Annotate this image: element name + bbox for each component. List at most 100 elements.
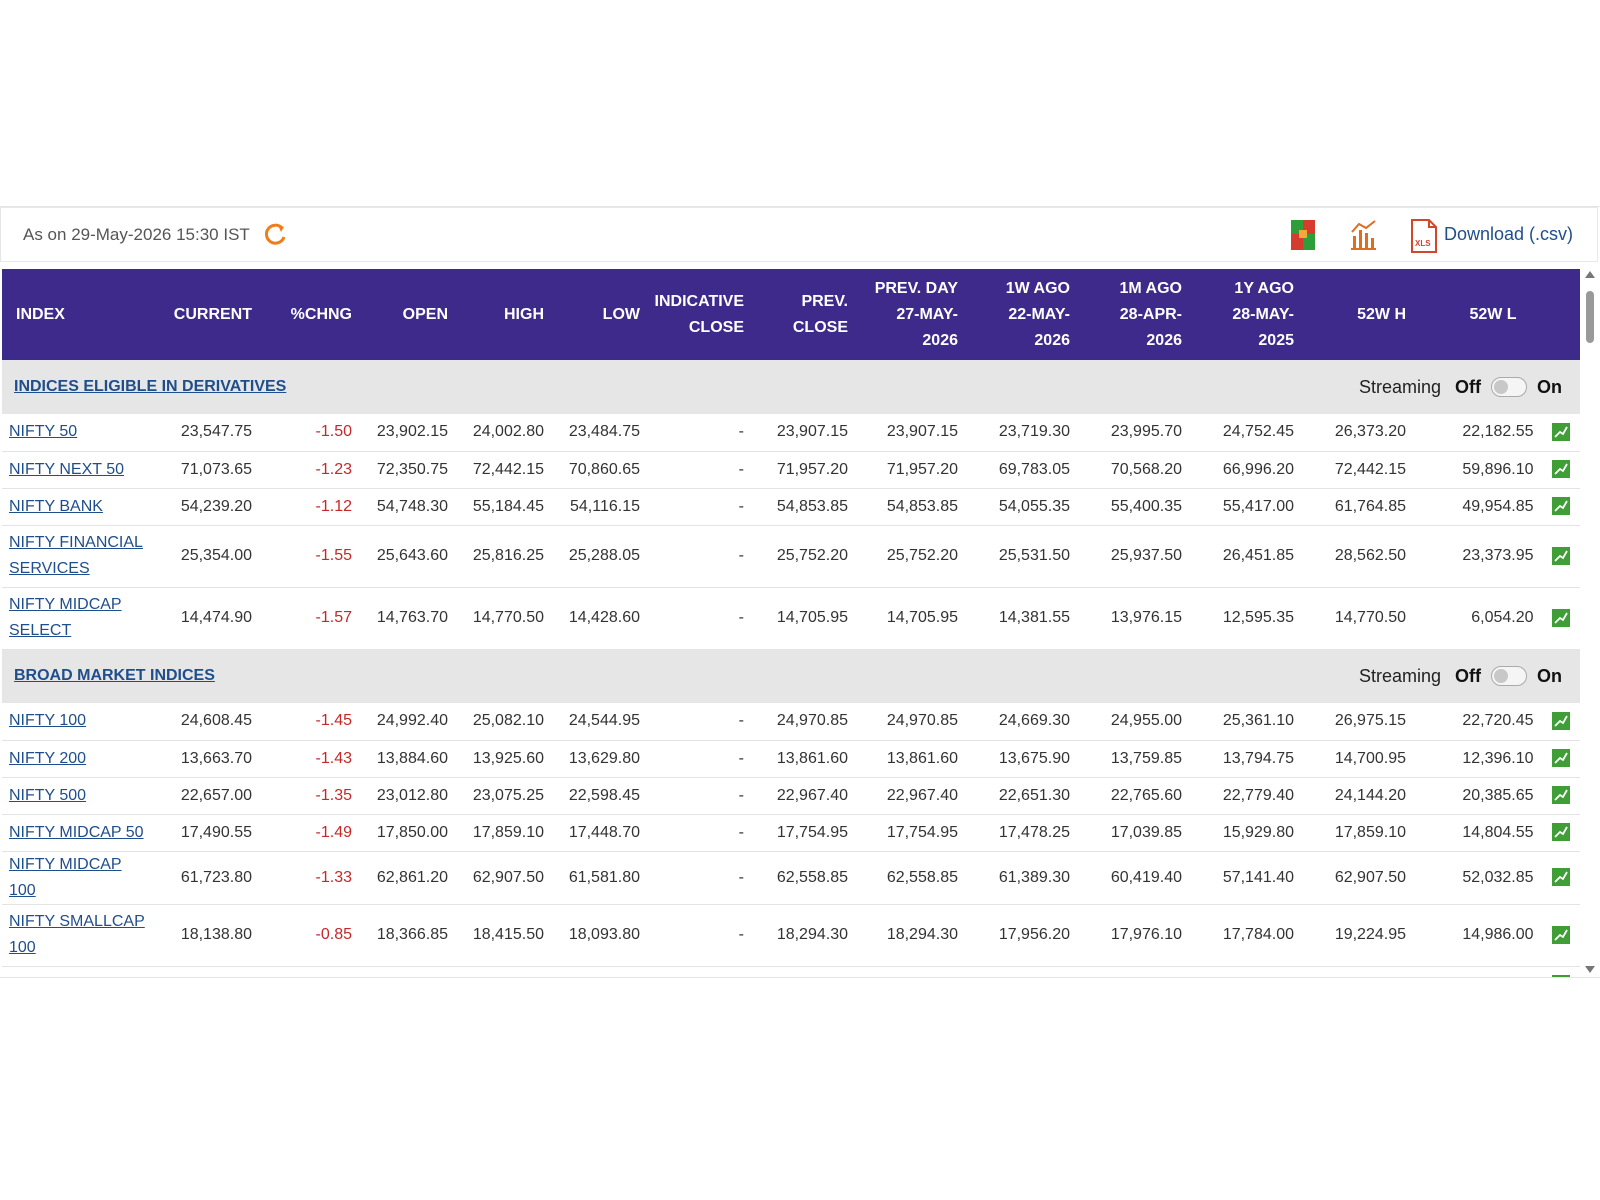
cell-value: 22,182.55 — [1462, 423, 1534, 441]
column-header-prev-day[interactable]: PREV. DAY 27-MAY- 2026 — [858, 269, 968, 360]
column-header-high[interactable]: HIGH — [458, 269, 554, 360]
mini-chart-icon[interactable] — [1552, 925, 1570, 944]
column-header-indicative[interactable]: INDICATIVE CLOSE — [650, 269, 754, 360]
mini-chart-icon[interactable] — [1552, 546, 1570, 565]
cell-w1: 17,478.25 — [968, 814, 1080, 852]
column-header-index[interactable]: INDEX — [2, 269, 162, 360]
cell-m1: 24,955.00 — [1080, 703, 1192, 741]
market-panel: As on 29-May-2026 15:30 IST XLS Download… — [0, 206, 1600, 978]
table-row[interactable]: INDIA VIX16.359.1414.9816.5514.59-14.981… — [2, 966, 1580, 977]
mini-chart-icon[interactable] — [1552, 868, 1570, 887]
download-csv-link[interactable]: Download (.csv) — [1444, 224, 1574, 244]
index-link[interactable]: NIFTY MIDCAP 50 — [9, 823, 144, 841]
toggle-knob — [1494, 380, 1508, 394]
mini-chart-icon[interactable] — [1552, 608, 1570, 627]
index-link[interactable]: NIFTY 200 — [9, 749, 87, 767]
streaming-on-label: On — [1537, 665, 1562, 686]
cell-open: 62,861.20 — [362, 851, 458, 905]
table-row[interactable]: NIFTY 100 24,608.45 -1.45 24,992.40 25,082.1… — [2, 703, 1580, 741]
scrollbar-thumb[interactable] — [1586, 291, 1594, 343]
cell-l52: 23,373.95 — [1416, 525, 1580, 588]
table-row[interactable]: NIFTY SMALLCAP 100 18,138.80 -0.85 18,366.8… — [2, 904, 1580, 967]
cell-prev-day: 14,705.95 — [858, 587, 968, 650]
cell-current: 16.35 — [162, 966, 262, 977]
table-row[interactable]: NIFTY BANK 54,239.20 -1.12 54,748.30 55,184.… — [2, 488, 1580, 526]
index-link[interactable]: NIFTY SMALLCAP 100 — [9, 913, 145, 956]
column-header-prev-close[interactable]: PREV. CLOSE — [754, 269, 858, 360]
column-header-w1[interactable]: 1W AGO 22-MAY- 2026 — [968, 269, 1080, 360]
vertical-scrollbar[interactable] — [1582, 269, 1598, 977]
table-row[interactable]: NIFTY 50 23,547.75 -1.50 23,902.15 24,002.80… — [2, 414, 1580, 452]
cell-indicative: - — [650, 488, 754, 526]
table-row[interactable]: NIFTY MIDCAP SELECT 14,474.90 -1.57 14,763.… — [2, 587, 1580, 650]
mini-chart-icon[interactable] — [1552, 975, 1570, 977]
bar-chart-icon[interactable] — [1349, 218, 1377, 252]
cell-prev-day: 24,970.85 — [858, 703, 968, 741]
table-row[interactable]: NIFTY NEXT 50 71,073.65 -1.23 72,350.75 72,4… — [2, 451, 1580, 489]
table-row[interactable]: NIFTY FINANCIAL SERVICES 25,354.00 -1.55 25… — [2, 525, 1580, 588]
mini-chart-icon[interactable] — [1552, 786, 1570, 805]
column-header-low[interactable]: LOW — [554, 269, 650, 360]
cell-low: 14.59 — [554, 966, 650, 977]
column-header-chng[interactable]: %CHNG — [262, 269, 362, 360]
cell-l52: 14,986.00 — [1416, 904, 1580, 967]
cell-y1: 13,794.75 — [1192, 740, 1304, 778]
index-link[interactable]: NIFTY FINANCIAL SERVICES — [9, 534, 143, 577]
cell-m1: 70,568.20 — [1080, 451, 1192, 489]
mini-chart-icon[interactable] — [1552, 823, 1570, 842]
table-row[interactable]: NIFTY 500 22,657.00 -1.35 23,012.80 23,075.2… — [2, 777, 1580, 815]
table-row[interactable]: NIFTY MIDCAP 50 17,490.55 -1.49 17,850.00 17… — [2, 814, 1580, 852]
cell-w1: 17,956.20 — [968, 904, 1080, 967]
column-header-m1[interactable]: 1M AGO 28-APR- 2026 — [1080, 269, 1192, 360]
table-row[interactable]: NIFTY MIDCAP 100 61,723.80 -1.33 62,861.20 6… — [2, 851, 1580, 905]
refresh-icon[interactable] — [261, 221, 289, 249]
index-link[interactable]: NIFTY 100 — [9, 712, 87, 730]
cell-m1: 23,995.70 — [1080, 414, 1192, 452]
streaming-control: Streaming Off On — [968, 377, 1580, 398]
cell-indicative: - — [650, 904, 754, 967]
streaming-toggle[interactable] — [1491, 377, 1527, 397]
cell-y1: 25,361.10 — [1192, 703, 1304, 741]
column-header-open[interactable]: OPEN — [362, 269, 458, 360]
cell-current: 25,354.00 — [162, 525, 262, 588]
index-link[interactable]: INDIA VIX — [9, 976, 81, 978]
cell-prev-day: 25,752.20 — [858, 525, 968, 588]
cell-low: 17,448.70 — [554, 814, 650, 852]
cell-current: 17,490.55 — [162, 814, 262, 852]
scroll-down-icon[interactable] — [1585, 966, 1595, 973]
table-row[interactable]: NIFTY 200 13,663.70 -1.43 13,884.60 13,925.6… — [2, 740, 1580, 778]
cell-y1: 18.02 — [1192, 966, 1304, 977]
column-header-l52[interactable]: 52W L — [1416, 269, 1580, 360]
cell-prev-close: 54,853.85 — [754, 488, 858, 526]
streaming-toggle[interactable] — [1491, 666, 1527, 687]
cell-current: 24,608.45 — [162, 703, 262, 741]
index-link[interactable]: NIFTY 50 — [9, 423, 78, 441]
cell-low: 18,093.80 — [554, 904, 650, 967]
cell-prev-day: 18,294.30 — [858, 904, 968, 967]
cell-high: 23,075.25 — [458, 777, 554, 815]
index-link[interactable]: NIFTY MIDCAP SELECT — [9, 596, 122, 639]
cell-current: 23,547.75 — [162, 414, 262, 452]
group-title-link[interactable]: INDICES ELIGIBLE IN DERIVATIVES — [14, 378, 287, 395]
index-link[interactable]: NIFTY BANK — [9, 497, 103, 515]
xls-file-icon[interactable]: XLS — [1409, 218, 1439, 254]
column-header-h52[interactable]: 52W H — [1304, 269, 1416, 360]
index-link[interactable]: NIFTY NEXT 50 — [9, 460, 124, 478]
group-title-link[interactable]: BROAD MARKET INDICES — [14, 667, 215, 685]
mini-chart-icon[interactable] — [1552, 460, 1570, 479]
mini-chart-icon[interactable] — [1552, 497, 1570, 516]
cell-w1: 54,055.35 — [968, 488, 1080, 526]
cell-value: 12,396.10 — [1462, 749, 1534, 767]
scroll-up-icon[interactable] — [1585, 271, 1595, 278]
mini-chart-icon[interactable] — [1552, 712, 1570, 731]
index-link[interactable]: NIFTY 500 — [9, 786, 87, 804]
cell-open: 14.98 — [362, 966, 458, 977]
column-header-current[interactable]: CURRENT — [162, 269, 262, 360]
group-title-cell: INDICES ELIGIBLE IN DERIVATIVES — [2, 360, 968, 414]
index-link[interactable]: NIFTY MIDCAP 100 — [9, 855, 122, 899]
heatmap-icon[interactable] — [1289, 218, 1317, 252]
cell-w1: 17.91 — [968, 966, 1080, 977]
column-header-y1[interactable]: 1Y AGO 28-MAY- 2025 — [1192, 269, 1304, 360]
mini-chart-icon[interactable] — [1552, 749, 1570, 768]
mini-chart-icon[interactable] — [1552, 423, 1570, 442]
